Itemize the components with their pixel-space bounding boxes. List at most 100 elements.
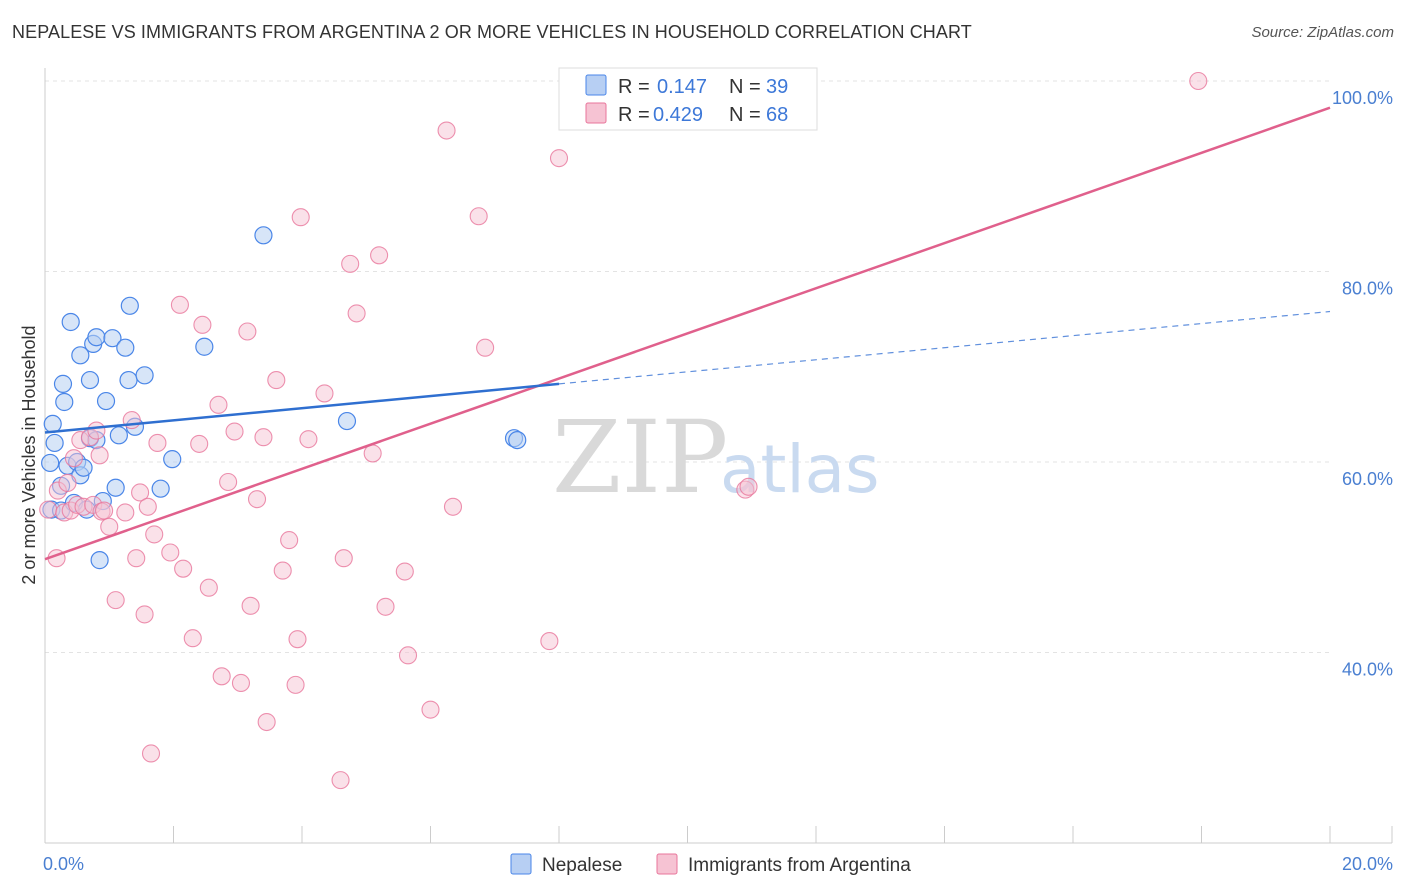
argentina-point	[148, 433, 167, 453]
argentina-point	[183, 629, 202, 648]
chart-source: Source: ZipAtlas.com	[1251, 24, 1394, 41]
argentina-point	[231, 673, 251, 693]
argentina-point	[39, 500, 58, 519]
legend-swatch-nepalese	[585, 74, 607, 96]
nepalese-point	[163, 450, 182, 469]
legend-r-value-argentina: 0.429	[653, 104, 703, 126]
nepalese-point	[43, 414, 62, 433]
nepalese-point	[96, 391, 116, 411]
argentina-point	[267, 371, 286, 390]
legend-r-label-argentina: R =	[618, 104, 650, 126]
argentina-point	[291, 208, 310, 227]
nepalese-point	[508, 430, 527, 450]
argentina-point	[238, 322, 257, 341]
argentina-point	[127, 549, 146, 568]
argentina-point	[141, 744, 161, 763]
correlation-legend: R = 0.147 N = 39 R = 0.429 N = 68	[558, 67, 818, 131]
y-axis-label: 2 or more Vehicles in Household	[19, 325, 39, 584]
argentina-point	[334, 549, 353, 568]
argentina-point	[174, 559, 193, 578]
nepalese-point	[195, 337, 214, 356]
grid	[45, 80, 1330, 653]
argentina-point	[131, 483, 150, 502]
nepalese-point	[151, 479, 170, 498]
argentina-point	[286, 675, 305, 694]
bottom-legend-label-argentina: Immigrants from Argentina	[688, 855, 911, 876]
argentina-point	[288, 630, 307, 649]
argentina-point	[347, 304, 366, 323]
tick-labels: 40.0% 60.0% 80.0% 100.0% 0.0% 20.0%	[43, 88, 1393, 874]
argentina-point	[116, 503, 135, 522]
nepalese-trendline	[44, 382, 560, 434]
legend-r-value-nepalese: 0.147	[657, 76, 707, 98]
legend-n-value-argentina: 68	[766, 104, 788, 126]
legend-n-label-argentina: N =	[729, 104, 761, 126]
watermark: ZIP atlas	[552, 399, 880, 516]
argentina-point	[95, 501, 114, 520]
nepalese-point	[116, 338, 135, 357]
nepalese-point	[254, 226, 273, 245]
legend-n-value-nepalese: 39	[766, 76, 788, 98]
argentina-point	[161, 543, 180, 562]
nepalese-point	[87, 328, 106, 347]
argentina-point	[376, 597, 395, 616]
x-tick-label-min: 0.0%	[43, 854, 84, 874]
argentina-point	[190, 434, 209, 453]
argentina-point	[443, 497, 463, 516]
bottom-legend-swatch-argentina	[656, 853, 678, 875]
nepalese-points	[41, 226, 527, 570]
argentina-point	[90, 446, 109, 465]
argentina-point	[225, 422, 244, 441]
nepalese-point	[120, 296, 139, 315]
argentina-point	[1189, 71, 1208, 91]
legend-swatch-argentina	[585, 102, 607, 124]
y-tick-label-40: 40.0%	[1342, 660, 1393, 680]
bottom-legend-swatch-nepalese	[510, 853, 532, 875]
legend-r-label-nepalese: R =	[618, 76, 650, 98]
argentina-point	[241, 596, 260, 615]
argentina-point	[106, 591, 125, 610]
argentina-point	[421, 700, 440, 719]
nepalese-point	[109, 426, 128, 445]
chart-title: NEPALESE VS IMMIGRANTS FROM ARGENTINA 2 …	[12, 22, 972, 42]
nepalese-point	[337, 411, 357, 431]
argentina-point	[193, 315, 212, 334]
nepalese-point	[106, 478, 125, 497]
argentina-point	[280, 531, 299, 550]
argentina-point	[476, 338, 495, 357]
argentina-point	[341, 254, 360, 273]
argentina-point	[247, 490, 267, 509]
axes	[44, 68, 1393, 844]
argentina-point	[170, 295, 189, 314]
argentina-point	[469, 207, 488, 226]
argentina-point	[64, 449, 83, 468]
argentina-point	[398, 646, 418, 665]
nepalese-point	[61, 312, 80, 332]
argentina-trendline	[44, 106, 1331, 561]
legend-n-label-nepalese: N =	[729, 76, 761, 98]
argentina-point	[138, 497, 157, 516]
nepalese-point	[90, 551, 109, 570]
nepalese-point	[71, 346, 90, 365]
argentina-point	[58, 473, 77, 493]
nepalese-point	[103, 329, 122, 348]
watermark-zip: ZIP	[552, 399, 728, 516]
trendlines	[44, 106, 1331, 561]
argentina-point	[315, 384, 334, 403]
argentina-point	[199, 578, 218, 597]
argentina-points	[39, 71, 1208, 790]
nepalese-trendline-extension	[558, 310, 1331, 385]
argentina-point	[87, 421, 106, 440]
nepalese-point	[135, 366, 154, 385]
y-tick-label-100: 100.0%	[1332, 88, 1393, 108]
nepalese-point	[55, 392, 74, 412]
argentina-point	[549, 149, 569, 168]
argentina-point	[212, 667, 231, 686]
argentina-point	[254, 428, 273, 447]
argentina-point	[219, 472, 238, 492]
series-legend: Nepalese Immigrants from Argentina	[510, 853, 911, 876]
argentina-point	[145, 525, 164, 544]
nepalese-point	[41, 453, 60, 473]
argentina-point	[540, 632, 559, 651]
y-tick-label-80: 80.0%	[1342, 279, 1393, 299]
